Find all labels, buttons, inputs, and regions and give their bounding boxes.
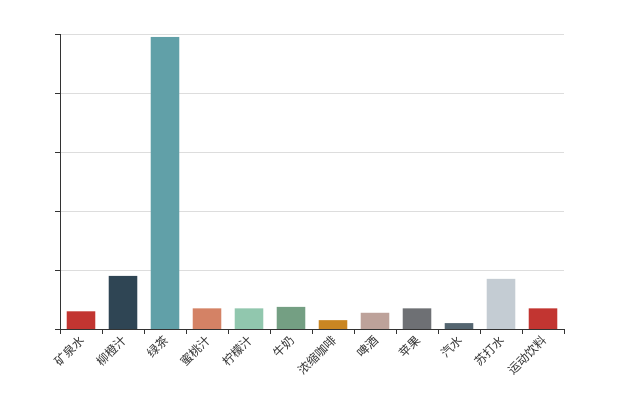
x-tick-label: 蜜桃汁 — [177, 333, 213, 369]
bar[interactable] — [486, 278, 516, 329]
bar[interactable] — [276, 306, 306, 330]
bar[interactable] — [108, 275, 138, 329]
bars — [66, 36, 558, 330]
x-tick-label: 苏打水 — [472, 333, 507, 368]
bar[interactable] — [402, 308, 432, 329]
bar[interactable] — [318, 320, 348, 329]
x-tick-label: 绿茶 — [144, 333, 172, 361]
x-tick-label: 牛奶 — [270, 333, 298, 361]
x-tick-label: 柳橙汁 — [93, 333, 129, 369]
bar[interactable] — [528, 308, 558, 329]
bar[interactable] — [444, 323, 474, 329]
bar[interactable] — [66, 311, 96, 329]
bar[interactable] — [360, 312, 390, 329]
grid-lines — [60, 34, 564, 271]
x-tick-label: 运动饮料 — [505, 333, 549, 377]
x-tick-label: 汽水 — [438, 333, 466, 361]
x-tick-label: 矿泉水 — [52, 333, 87, 368]
x-tick-label: 柠檬汁 — [219, 333, 255, 369]
x-tick-label: 浓缩咖啡 — [295, 333, 340, 378]
axes — [55, 34, 565, 334]
bar[interactable] — [192, 308, 222, 329]
bar[interactable] — [234, 308, 264, 329]
bar[interactable] — [150, 36, 180, 329]
x-tick-label: 苹果 — [396, 333, 423, 360]
x-tick-label: 啤酒 — [354, 333, 382, 361]
